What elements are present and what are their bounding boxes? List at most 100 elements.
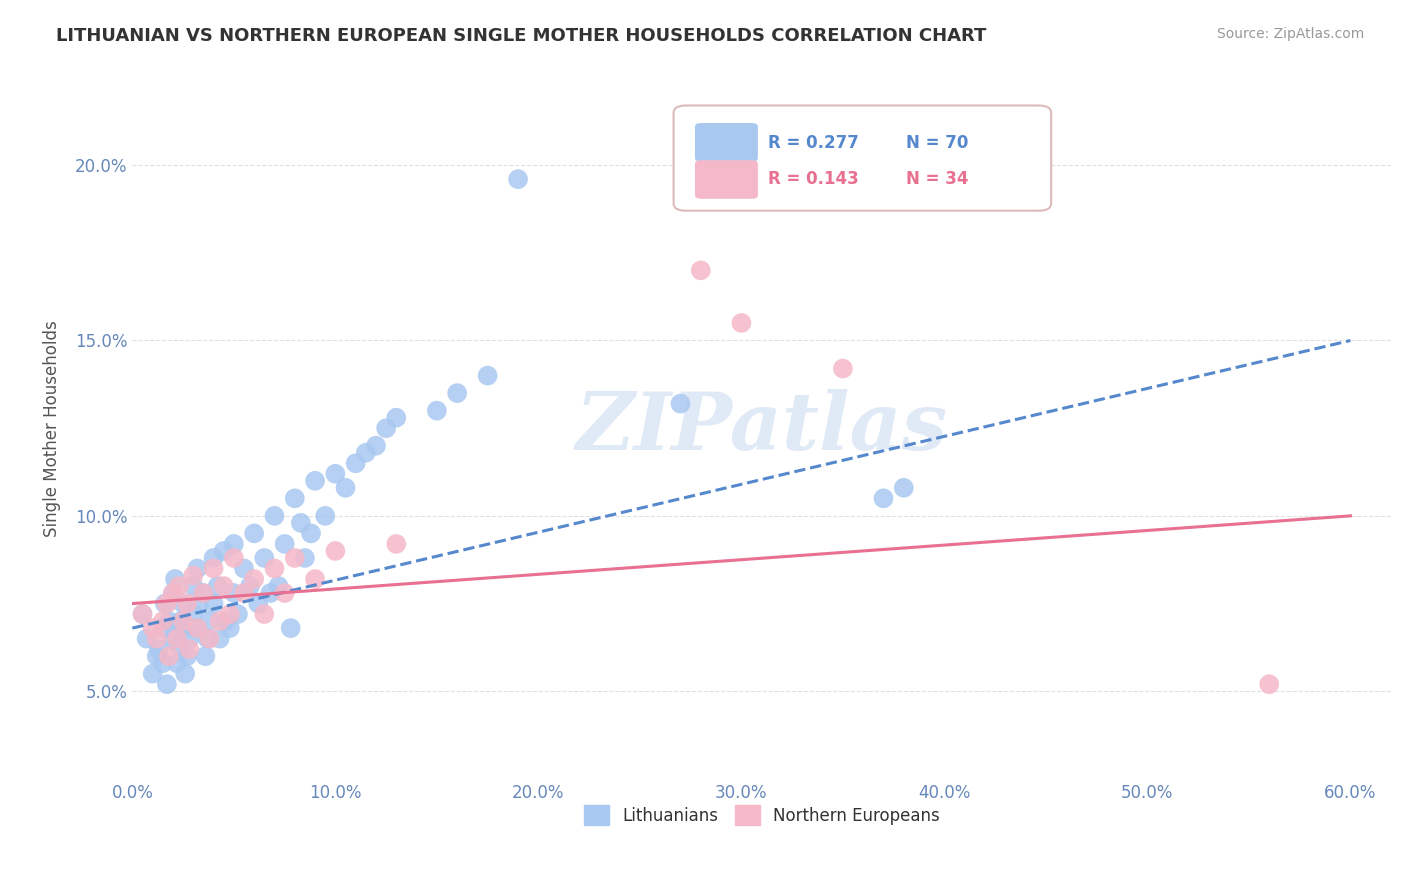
Point — [263, 561, 285, 575]
Point — [186, 621, 208, 635]
Point — [385, 537, 408, 551]
Point — [172, 621, 194, 635]
Point — [170, 614, 193, 628]
Point — [193, 586, 215, 600]
Point — [730, 316, 752, 330]
Point — [156, 597, 179, 611]
Point — [226, 607, 249, 621]
Point — [247, 597, 270, 611]
Point — [477, 368, 499, 383]
Point — [259, 586, 281, 600]
Point — [181, 607, 204, 621]
Point — [304, 572, 326, 586]
Point — [893, 481, 915, 495]
Point — [181, 568, 204, 582]
Point — [263, 508, 285, 523]
Text: R = 0.143: R = 0.143 — [768, 170, 859, 188]
Y-axis label: Single Mother Households: Single Mother Households — [44, 320, 60, 537]
Point — [162, 586, 184, 600]
Text: N = 34: N = 34 — [907, 170, 969, 188]
Text: ZIPatlas: ZIPatlas — [575, 390, 948, 467]
Point — [167, 579, 190, 593]
Point — [253, 607, 276, 621]
Point — [176, 597, 198, 611]
Point — [233, 586, 256, 600]
Legend: Lithuanians, Northern Europeans: Lithuanians, Northern Europeans — [575, 797, 948, 834]
Point — [166, 632, 188, 646]
Point — [689, 263, 711, 277]
Point — [135, 632, 157, 646]
Point — [208, 632, 231, 646]
Point — [506, 172, 529, 186]
Point — [163, 572, 186, 586]
Point — [304, 474, 326, 488]
Point — [167, 639, 190, 653]
Point — [179, 632, 201, 646]
Point — [207, 579, 229, 593]
Point — [267, 579, 290, 593]
Point — [153, 597, 176, 611]
Point — [162, 586, 184, 600]
Point — [152, 621, 174, 635]
Point — [446, 386, 468, 401]
Point — [831, 361, 853, 376]
Point — [273, 537, 295, 551]
Text: N = 70: N = 70 — [907, 134, 969, 152]
Point — [243, 572, 266, 586]
Point — [253, 551, 276, 566]
FancyBboxPatch shape — [673, 105, 1052, 211]
Point — [131, 607, 153, 621]
Point — [131, 607, 153, 621]
Point — [198, 632, 221, 646]
FancyBboxPatch shape — [695, 123, 758, 161]
Point — [184, 621, 207, 635]
Point — [194, 649, 217, 664]
Point — [872, 491, 894, 506]
Point — [354, 446, 377, 460]
Point — [375, 421, 398, 435]
Point — [218, 621, 240, 635]
Point — [284, 491, 307, 506]
Point — [284, 551, 307, 566]
Point — [145, 632, 167, 646]
Point — [325, 544, 347, 558]
Point — [335, 481, 357, 495]
Point — [239, 579, 262, 593]
Point — [152, 614, 174, 628]
Text: Source: ZipAtlas.com: Source: ZipAtlas.com — [1216, 27, 1364, 41]
Point — [186, 561, 208, 575]
Point — [162, 632, 184, 646]
Point — [156, 677, 179, 691]
Point — [222, 551, 245, 566]
Point — [202, 561, 225, 575]
Point — [174, 666, 197, 681]
Point — [208, 614, 231, 628]
Point — [148, 642, 170, 657]
Point — [212, 579, 235, 593]
Point — [280, 621, 302, 635]
Point — [152, 656, 174, 670]
Point — [222, 537, 245, 551]
Point — [385, 410, 408, 425]
Point — [273, 586, 295, 600]
Point — [669, 396, 692, 410]
Point — [215, 614, 238, 628]
Point — [290, 516, 312, 530]
Point — [364, 439, 387, 453]
Point — [157, 614, 180, 628]
Point — [218, 607, 240, 621]
Point — [344, 456, 367, 470]
Point — [166, 656, 188, 670]
Point — [198, 614, 221, 628]
Point — [172, 597, 194, 611]
Point — [202, 597, 225, 611]
Point — [325, 467, 347, 481]
Point — [157, 649, 180, 664]
Point — [172, 614, 194, 628]
Point — [176, 649, 198, 664]
Point — [243, 526, 266, 541]
Point — [188, 597, 211, 611]
Point — [426, 403, 449, 417]
Point — [181, 579, 204, 593]
Point — [142, 621, 165, 635]
